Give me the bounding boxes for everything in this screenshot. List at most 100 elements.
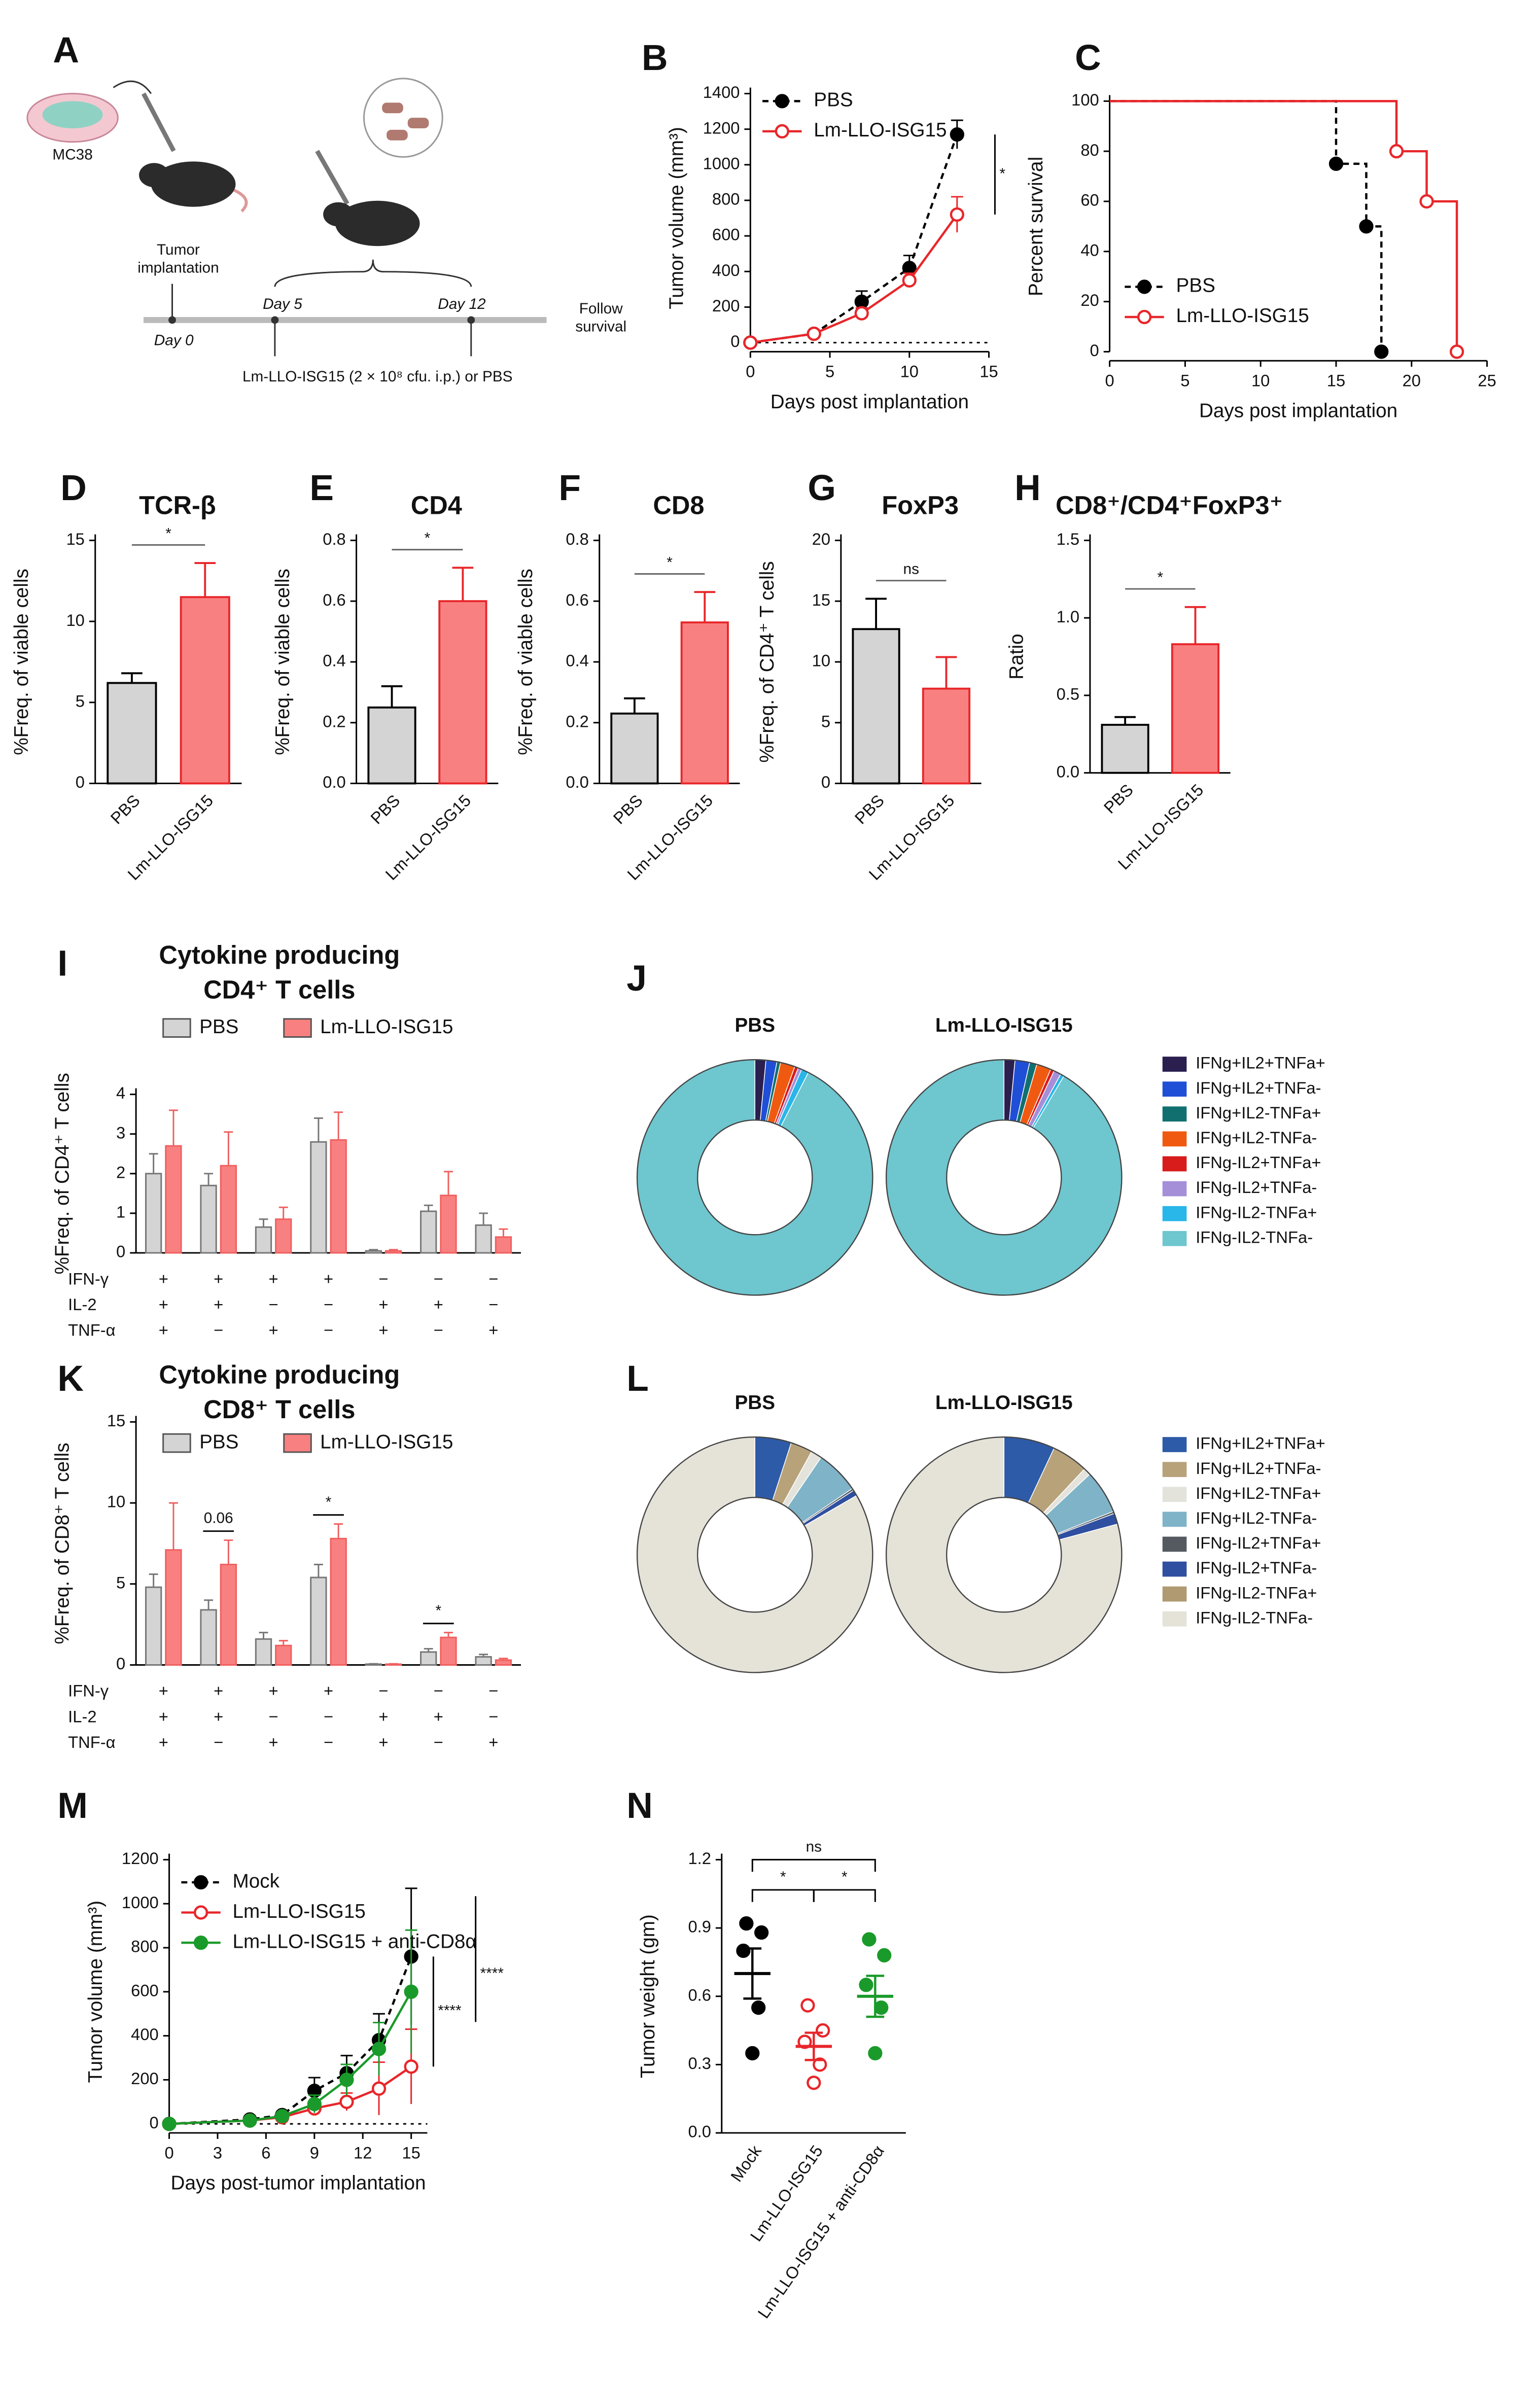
panel-letter: D [60, 468, 87, 508]
data-point [854, 294, 869, 309]
sig-label: * [667, 554, 673, 571]
row-sign: − [488, 1269, 498, 1288]
row-sign: − [488, 1295, 498, 1314]
sig-label: **** [480, 1965, 504, 1982]
cell-line-label: MC38 [52, 146, 92, 163]
x-tick-label: 15 [1327, 371, 1345, 390]
legend-label: IFNg+IL2-TNFa+ [1196, 1484, 1321, 1502]
timeline-dot [168, 316, 176, 324]
data-point [816, 2023, 830, 2038]
legend-marker [775, 124, 789, 139]
y-tick-label: 3 [116, 1123, 125, 1142]
y-tick-label: 1.5 [1057, 530, 1079, 548]
legend-swatch [162, 1433, 191, 1453]
sig-label: * [326, 1494, 332, 1511]
sig-label: * [436, 1602, 442, 1619]
chart-title: Cytokine producing [159, 1360, 400, 1389]
row-sign: − [214, 1320, 223, 1339]
data-point [339, 2094, 354, 2109]
row-sign: + [488, 1733, 498, 1751]
legend-swatch [162, 1018, 191, 1038]
row-sign: − [488, 1681, 498, 1700]
y-tick-label: 0.4 [566, 651, 588, 670]
censor-point [1419, 194, 1434, 209]
sig-label: * [425, 530, 431, 547]
y-tick-label: 200 [131, 2069, 159, 2088]
x-axis-label: Days post implantation [1199, 400, 1397, 422]
timeline-dot [467, 316, 475, 324]
row-sign: + [488, 1320, 498, 1339]
row-label: IL-2 [68, 1707, 96, 1726]
bar [475, 1656, 492, 1666]
panel-letter: N [626, 1785, 653, 1826]
data-point [242, 2113, 257, 2128]
row-sign: − [434, 1733, 443, 1751]
bar [255, 1638, 272, 1666]
y-tick-label: 0.0 [688, 2122, 711, 2141]
legend-swatch [1162, 1081, 1187, 1097]
data-point [404, 2059, 418, 2074]
bar [384, 1250, 402, 1254]
y-tick-label: 0.5 [1057, 685, 1079, 704]
panel-letter: J [626, 958, 647, 999]
y-tick-label: 0 [821, 772, 830, 791]
data-point [950, 127, 964, 142]
row-sign: − [488, 1707, 498, 1726]
row-sign: + [378, 1707, 388, 1726]
legend-label: PBS [814, 89, 853, 111]
bar [145, 1586, 162, 1666]
y-tick-label: 0.6 [566, 590, 588, 609]
bar [145, 1173, 162, 1254]
bar [330, 1139, 347, 1254]
legend-swatch [1162, 1057, 1187, 1072]
chart-title: CD8⁺/CD4⁺FoxP3⁺ [1056, 490, 1283, 519]
legend-marker [775, 94, 789, 109]
sig-label: ns [903, 561, 919, 578]
bar [275, 1644, 292, 1666]
row-sign: + [378, 1295, 388, 1314]
y-tick-label: 600 [712, 225, 740, 244]
schematic: A MC38 Tumor implantation Day 0 Day 5 Da… [26, 30, 626, 385]
row-sign: + [269, 1320, 278, 1339]
bacterium [382, 102, 403, 114]
row-label: TNF-α [68, 1733, 115, 1751]
legend-label: IFNg-IL2+TNFa- [1196, 1558, 1317, 1577]
arrow-icon [113, 80, 152, 94]
y-tick-label: 10 [812, 651, 830, 670]
bar [165, 1549, 182, 1666]
y-tick-label: 200 [712, 296, 740, 315]
panel-letter: F [558, 468, 581, 508]
y-tick-label: 0 [76, 772, 85, 791]
data-point [854, 306, 869, 321]
y-tick-label: 400 [712, 261, 740, 279]
legend-swatch [1162, 1181, 1187, 1197]
bar [107, 682, 157, 785]
x-axis-label: Days post-tumor implantation [171, 2172, 426, 2194]
legend-label: IFNg+IL2-TNFa+ [1196, 1103, 1321, 1122]
y-axis-label: Tumor volume (mm³) [666, 127, 688, 309]
sig-label: * [842, 1869, 848, 1885]
donut-title: PBS [734, 1392, 775, 1414]
legend-swatch [1162, 1106, 1187, 1122]
sig-label: * [1158, 569, 1164, 586]
row-sign: + [159, 1733, 168, 1751]
row-sign: − [324, 1733, 333, 1751]
bar [495, 1236, 512, 1254]
panel-letter: L [626, 1358, 649, 1399]
chart-title: Cytokine producing [159, 940, 400, 969]
panel-letter: E [309, 468, 334, 508]
bar [680, 621, 729, 785]
chart-title: CD8⁺ T cells [203, 1395, 355, 1424]
data-point [862, 1932, 877, 1947]
bar [180, 596, 230, 785]
x-tick-label: 10 [900, 362, 919, 381]
legend-marker [1137, 309, 1152, 325]
bar [420, 1651, 437, 1666]
data-point [739, 1916, 754, 1931]
censor-point [1449, 344, 1464, 359]
data-point [736, 1943, 751, 1958]
mouse-icon [151, 161, 236, 207]
row-sign: + [214, 1269, 223, 1288]
y-tick-label: 10 [66, 611, 84, 629]
